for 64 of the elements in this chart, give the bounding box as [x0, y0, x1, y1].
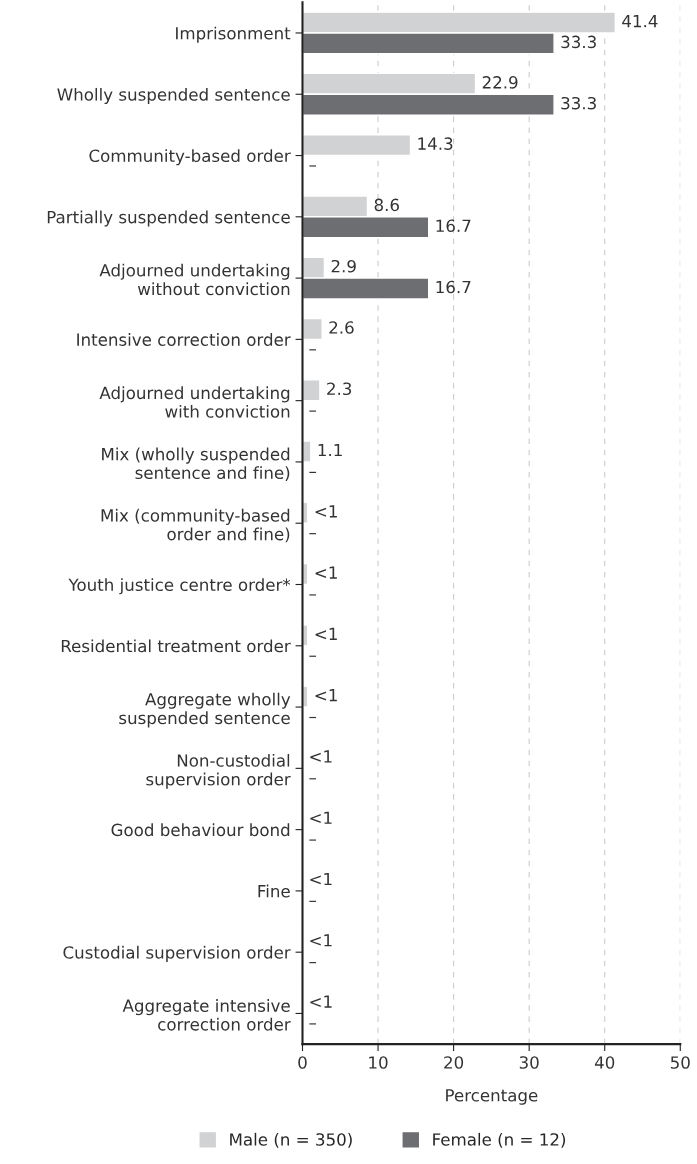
y-tick-label: Fine [258, 884, 290, 898]
bar [302, 440, 312, 463]
x-tick-label: 50 [670, 1056, 690, 1069]
text: – [309, 962, 317, 964]
bar [302, 379, 321, 402]
text: – [309, 594, 317, 596]
x-tick-label: 10 [369, 1056, 388, 1069]
y-tick-label: Mix (wholly suspended sentence and fine) [102, 447, 290, 482]
y-tick-label: Aggregate intensive correction order [122, 999, 291, 1031]
text: – [309, 716, 317, 719]
text: – [309, 533, 317, 535]
data-label: <1 [315, 566, 337, 579]
bar [302, 134, 412, 157]
text: – [309, 778, 317, 780]
y-tick-label: Imprisonment [176, 26, 291, 43]
y-tick-label: Non-custodial supervision order [146, 753, 291, 789]
text: – [309, 655, 317, 657]
data-label: 16.7 [436, 280, 471, 294]
x-tick-label: 0 [298, 1056, 307, 1069]
x-tick-label: 40 [594, 1056, 615, 1069]
y-tick-label: Community-based order [89, 149, 291, 166]
data-label: 2.6 [329, 321, 354, 334]
legend-label: Female (n = 12) [433, 1132, 566, 1148]
text: <1 [310, 934, 332, 947]
data-label: 33.3 [561, 96, 596, 110]
text: – [309, 839, 317, 841]
data-label: 33.3 [561, 35, 596, 49]
legend-label: Male (n = 350) [230, 1132, 352, 1148]
data-label: 41.4 [622, 15, 658, 28]
y-tick-label: Wholly suspended sentence [57, 87, 290, 105]
data-label: <1 [315, 627, 337, 640]
y-tick-label: Good behaviour bond [111, 823, 290, 837]
text: – [309, 471, 317, 473]
text: <1 [310, 811, 332, 824]
data-label: 16.7 [436, 219, 471, 233]
y-tick-label: Custodial supervision order [63, 945, 291, 962]
y-tick-label: Adjourned undertaking with conviction [99, 386, 290, 418]
y-tick-label: Residential treatment order [61, 639, 291, 653]
x-axis-title: Percentage [446, 1089, 538, 1105]
y-tick-label: Aggregate wholly suspended sentence [119, 692, 291, 728]
y-tick-label: Adjourned undertaking without conviction [99, 263, 290, 296]
text: <1 [310, 995, 332, 1008]
data-label: 22.9 [482, 76, 518, 89]
text: – [309, 349, 317, 351]
data-label: 8.6 [374, 198, 399, 212]
data-label: <1 [315, 505, 337, 518]
y-tick-label: Youth justice centre order* [68, 578, 291, 595]
data-label: 2.3 [327, 382, 352, 396]
text: – [309, 165, 317, 167]
text: – [309, 1023, 317, 1025]
text: – [309, 410, 317, 412]
y-tick-label: Mix (community-based order and fine) [101, 508, 290, 543]
data-label: 2.9 [331, 259, 356, 273]
data-label: 14.3 [418, 137, 453, 150]
text: <1 [310, 872, 332, 886]
text: – [309, 900, 317, 902]
x-tick-label: 30 [519, 1056, 539, 1069]
y-tick-label: Intensive correction order [77, 333, 291, 346]
bar [302, 317, 323, 341]
data-label: 1.1 [318, 443, 342, 457]
y-tick-label: Partially suspended sentence [47, 210, 290, 227]
text: <1 [310, 750, 332, 763]
data-label: <1 [315, 689, 337, 702]
x-tick-label: 20 [444, 1056, 464, 1069]
